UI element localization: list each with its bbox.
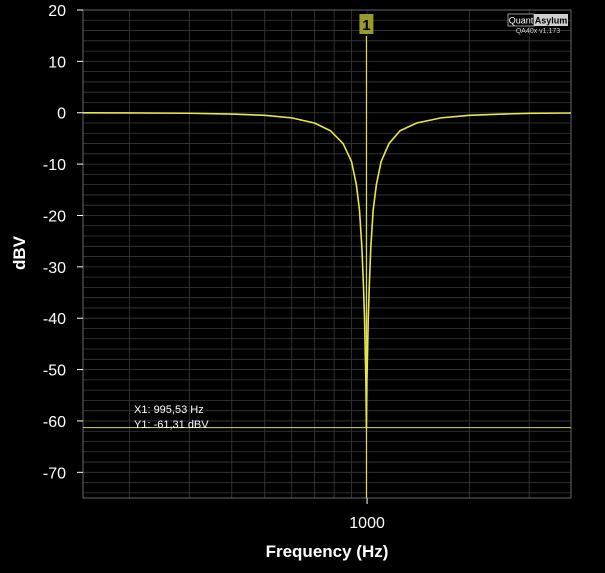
y-axis-label: dBV: [10, 235, 29, 270]
y-tick-label: -20: [43, 208, 66, 225]
cursor-x-readout: X1: 995,53 Hz: [134, 404, 204, 416]
x-tick-label: 1000: [349, 515, 385, 532]
logo-left-text: Quant: [509, 16, 534, 26]
x-axis-label: Frequency (Hz): [266, 542, 389, 561]
plot-border: [82, 9, 572, 499]
y-axis-ticks: 20 10 0 -10 -20 -30 -40 -50 -60 -70: [43, 3, 83, 482]
cursor-readout: X1: 995,53 Hz Y1: -61,31 dBV: [134, 404, 209, 431]
y-tick-label: -10: [43, 157, 66, 174]
x-axis-ticks: 1000: [349, 498, 385, 532]
y-tick-label: 10: [48, 54, 66, 71]
cursor-marker-box[interactable]: [359, 14, 374, 34]
y-tick-label: 0: [57, 106, 66, 123]
cursor-marker[interactable]: 1: [359, 14, 374, 34]
cursor-marker-label: 1: [362, 17, 370, 34]
series-line: [82, 112, 572, 429]
y-tick-label: -60: [43, 414, 66, 431]
y-tick-label: -30: [43, 260, 66, 277]
logo-right-text: Asylum: [535, 16, 568, 26]
cursor-y-readout: Y1: -61,31 dBV: [134, 419, 209, 431]
brand-logo: Quant Asylum QA40x v1.173: [507, 13, 568, 35]
y-tick-label: -40: [43, 311, 66, 328]
grid: [83, 10, 571, 498]
y-tick-label: -50: [43, 363, 66, 380]
series-layer: [82, 112, 572, 429]
y-tick-label: 20: [48, 3, 66, 20]
logo-right-box: [534, 14, 568, 26]
plot-area: [83, 10, 571, 498]
version-text: QA40x v1.173: [516, 28, 560, 35]
y-tick-label: -70: [43, 465, 66, 482]
